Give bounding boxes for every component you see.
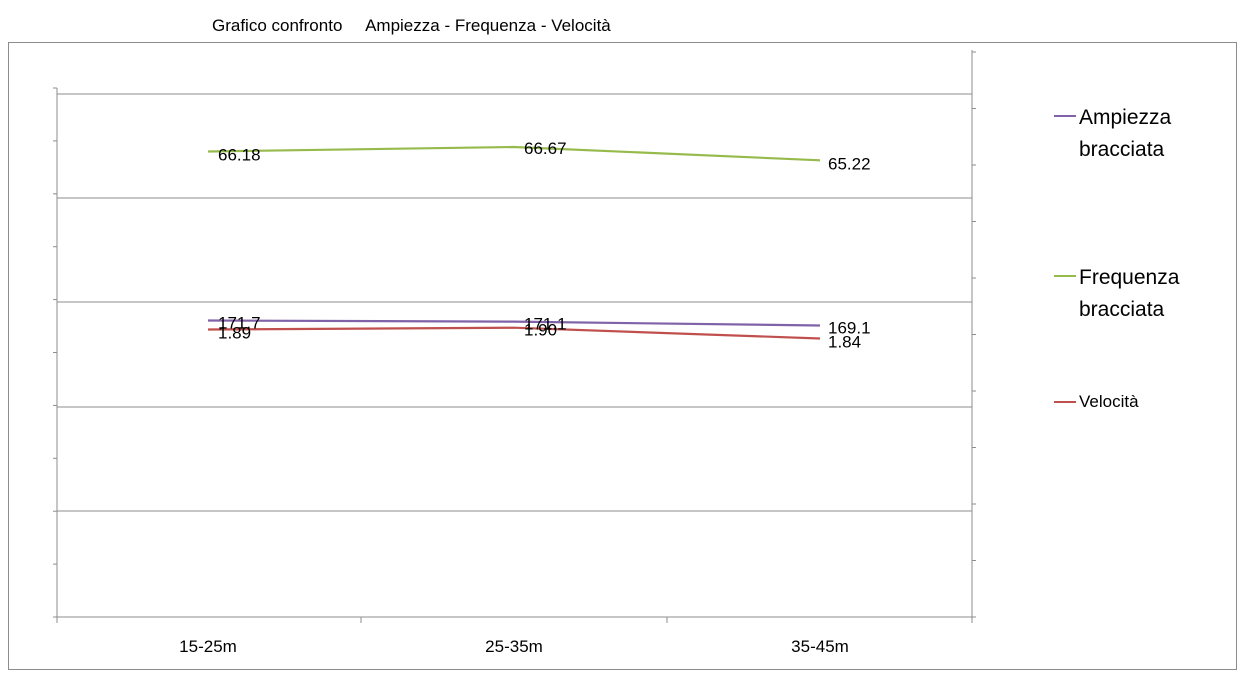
data-label-2-1: 1.90 — [524, 321, 557, 340]
data-label-0-2: 169.1 — [828, 319, 871, 338]
data-label-0-0: 171.7 — [218, 314, 261, 333]
data-labels: 171.7 171.1 169.1 66.18 66.67 65.22 1.89 1.90 1.… — [218, 139, 871, 352]
legend-item-ampiezza: Ampiezza bracciata — [1054, 102, 1209, 166]
data-label-1-0: 66.18 — [218, 146, 261, 165]
chart-title: Grafico confronto Ampiezza - Frequenza -… — [212, 16, 611, 35]
series-line-2 — [207, 326, 821, 340]
data-label-0-1: 171.1 — [524, 315, 567, 334]
chart-frame — [8, 42, 1237, 670]
legend-label-ampiezza: Ampiezza bracciata — [1079, 106, 1172, 161]
legend-swatch-frequenza — [1054, 275, 1076, 277]
legend-label-velocita: Velocità — [1079, 392, 1139, 411]
legend-item-velocita: Velocità — [1054, 388, 1139, 416]
gridlines — [57, 93, 972, 512]
legend-swatch-ampiezza — [1054, 115, 1076, 117]
x-tick-labels: 15-25m 25-35m 35-45m — [179, 637, 849, 656]
data-label-1-1: 66.67 — [524, 139, 567, 158]
legend-item-frequenza: Frequenza bracciata — [1054, 262, 1209, 326]
x-tick-label-1: 25-35m — [485, 637, 543, 656]
data-label-2-2: 1.84 — [828, 333, 861, 352]
x-tick-label-0: 15-25m — [179, 637, 237, 656]
data-label-2-0: 1.89 — [218, 324, 251, 343]
axes — [53, 50, 976, 623]
data-label-1-2: 65.22 — [828, 154, 871, 173]
series-line-1 — [207, 145, 821, 162]
legend-swatch-velocita — [1054, 401, 1076, 403]
series-line-0 — [207, 319, 821, 327]
x-tick-label-2: 35-45m — [791, 637, 849, 656]
series-lines — [207, 145, 821, 340]
legend-label-frequenza: Frequenza bracciata — [1079, 266, 1180, 321]
